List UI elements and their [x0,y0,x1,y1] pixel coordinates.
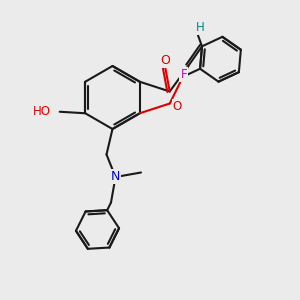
Text: H: H [196,21,204,34]
Text: O: O [172,100,182,113]
Text: F: F [180,68,187,81]
Text: N: N [111,169,120,183]
Text: O: O [160,54,170,68]
Text: HO: HO [33,105,51,118]
